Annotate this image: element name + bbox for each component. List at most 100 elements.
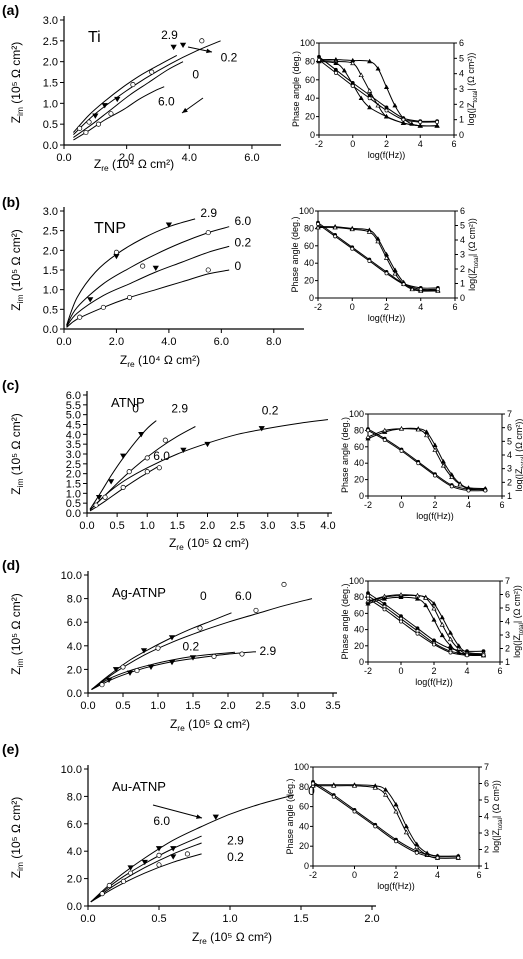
x-tick-label: 3.0: [290, 700, 305, 712]
series-line-6.0: [91, 598, 313, 690]
phase-point: [383, 84, 390, 89]
x-tick-label: 1.5: [170, 520, 185, 532]
bode-inset: -2 0 2 4 60204060801000123456log(f(Hz))Phase…: [291, 38, 479, 160]
data-point: [83, 129, 89, 136]
y-tick-label: 0.0: [67, 688, 82, 700]
bode-inset: -2 0 2 4 60204060801001234567log(f(Hz))Phase…: [340, 576, 523, 687]
impedance-point: [415, 631, 420, 636]
data-point: [189, 655, 197, 661]
panel-label: (b): [2, 194, 20, 210]
phase-point: [367, 88, 373, 93]
inset-x-tick-label: -2: [309, 870, 317, 880]
panel-e: (e) 0.0 0.5 1.0 1.5 2.0 0.0 2.0 4.0 6.0 8.0 10.0 Zre…: [2, 741, 504, 946]
impedance-point: [366, 596, 370, 601]
inset-x-tick-label: -2: [364, 666, 372, 676]
inset-left-tick-label: 80: [354, 425, 364, 435]
phase-point: [403, 823, 409, 829]
phase-point: [398, 426, 405, 431]
data-point: [113, 249, 119, 255]
inset-right-tick-label: 5: [460, 221, 465, 231]
data-point: [99, 682, 105, 688]
phase-point: [432, 447, 438, 452]
data-point: [120, 453, 127, 459]
y-axis-title: Zim (10⁵ Ω cm²): [9, 42, 25, 123]
material-label: Ag-ATNP: [112, 585, 166, 600]
x-tick-label: 4.0: [320, 520, 335, 532]
inset-x-tick-label: 0: [399, 500, 404, 510]
x-tick-label: 1.5: [293, 913, 308, 925]
y-tick-label: 1.0: [66, 488, 81, 500]
phase-point: [358, 95, 364, 100]
impedance-point: [414, 850, 419, 855]
data-point: [197, 625, 203, 631]
series-line-0: [90, 794, 295, 903]
inset-right-tick-label: 3: [459, 84, 464, 94]
impedance-point: [384, 271, 389, 276]
impedance-point: [331, 794, 336, 799]
inset-x-title: log(f(Hz)): [415, 677, 453, 687]
data-point: [108, 111, 114, 117]
inset-x-tick-label: 4: [464, 666, 469, 676]
impedance-curve: [317, 222, 438, 289]
x-tick-label: 4.0: [161, 336, 176, 348]
phase-point: [350, 60, 356, 66]
y-tick-label: 4.5: [66, 420, 81, 432]
data-point: [140, 648, 148, 654]
impedance-point: [416, 461, 421, 466]
x-tick-label: 0.5: [151, 913, 166, 925]
series-annotation: 6.0: [153, 814, 170, 828]
data-point: [155, 846, 163, 852]
phase-point: [358, 72, 364, 78]
data-point: [86, 119, 92, 125]
inset-left-tick-label: 0: [359, 491, 364, 501]
material-label: ATNP: [111, 395, 145, 410]
phase-point: [439, 632, 445, 638]
inset-right-tick-label: 4: [507, 450, 512, 460]
y-tick-label: 0.5: [43, 304, 58, 316]
inset-x-tick-label: 6: [452, 302, 457, 312]
phase-point: [409, 286, 415, 292]
data-point: [168, 635, 176, 641]
phase-point: [398, 594, 404, 599]
inset-right-tick-label: 5: [484, 795, 489, 805]
x-tick-label: 2.0: [364, 913, 379, 925]
inset-left-tick-label: 60: [304, 241, 314, 251]
inset-right-tick-label: 3: [460, 250, 465, 260]
inset-left-tick-label: 40: [304, 258, 314, 268]
series-annotation: 2.9: [161, 28, 178, 42]
data-point: [141, 859, 148, 866]
phase-point: [400, 120, 406, 125]
inset-left-tick-label: 20: [305, 112, 315, 122]
inset-left-tick-label: 100: [349, 409, 364, 419]
nyquist-plot: 0.0 2.0 4.0 6.0 0.0 0.5 1.0 1.5 2.0 2.5 3.0 Zre (10…: [9, 15, 281, 173]
data-point: [281, 581, 287, 587]
series-line-0: [91, 612, 232, 690]
data-point: [114, 96, 121, 103]
inset-x-tick-label: 2: [431, 666, 436, 676]
phase-point: [403, 829, 409, 835]
phase-point: [417, 123, 423, 128]
data-point: [165, 222, 173, 228]
data-point: [140, 263, 146, 269]
data-point: [99, 891, 105, 897]
impedance-point: [433, 473, 437, 478]
inset-right-tick-label: 2: [484, 845, 489, 855]
impedance-point: [382, 438, 387, 442]
series-line-2.9: [91, 651, 257, 690]
inset-left-tick-label: 0: [359, 657, 364, 667]
data-point: [126, 469, 132, 475]
x-tick-label: 2.0: [109, 336, 124, 348]
data-point: [179, 42, 187, 48]
data-point: [120, 878, 127, 884]
inset-right-tick-label: 7: [507, 409, 512, 419]
inset-left-tick-label: 40: [305, 93, 315, 103]
phase-point: [351, 783, 358, 788]
inset-left-title: Phase angle (deg.): [290, 216, 300, 292]
x-axis-title: Zre (10⁵ Ω cm²): [170, 717, 250, 733]
inset-left-title: Phase angle (deg.): [340, 583, 350, 659]
inset-x-title: log(f(Hz)): [416, 511, 454, 521]
inset-left-title: Phase angle (deg.): [340, 417, 350, 493]
inset-frame: [367, 413, 503, 497]
y-axis-title: Zim (10⁵ Ω cm²): [9, 229, 25, 310]
impedance-point: [333, 70, 338, 75]
